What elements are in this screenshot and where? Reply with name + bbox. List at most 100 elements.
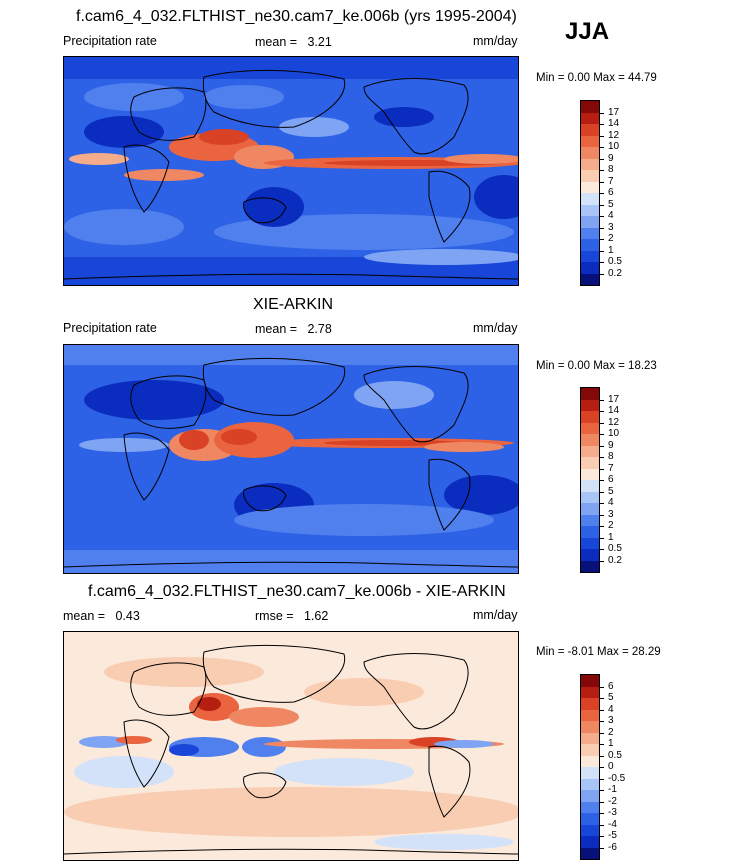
colorbar-level-label: -1 bbox=[608, 784, 617, 795]
colorbar-tick bbox=[600, 170, 604, 171]
colorbar-level-label: -5 bbox=[608, 830, 617, 841]
colorbar-segment bbox=[581, 216, 599, 228]
colorbar-segment bbox=[581, 503, 599, 515]
colorbar-level-label: 14 bbox=[608, 405, 620, 416]
colorbar-segment bbox=[581, 526, 599, 538]
panel3-rmse-value: 1.62 bbox=[303, 609, 329, 623]
colorbar-level-label: 2 bbox=[608, 233, 614, 244]
colorbar-tick bbox=[600, 457, 604, 458]
colorbar-level-label: 9 bbox=[608, 152, 614, 164]
colorbar-tick bbox=[600, 112, 604, 114]
colorbar-tick bbox=[600, 411, 604, 412]
colorbar-tick bbox=[600, 744, 604, 745]
colorbar-tick bbox=[600, 560, 604, 562]
colorbar-segment bbox=[581, 399, 599, 411]
colorbar-segment bbox=[581, 514, 599, 526]
colorbar-level-label: 7 bbox=[608, 462, 614, 474]
panel1-map-canvas bbox=[64, 57, 518, 285]
colorbar-segment bbox=[581, 101, 599, 113]
colorbar-level-label: 2 bbox=[608, 520, 614, 531]
colorbar-tick bbox=[600, 227, 604, 229]
colorbar-level-label: 17 bbox=[608, 106, 620, 118]
colorbar-level-label: 6 bbox=[608, 680, 614, 692]
colorbar-tick bbox=[600, 836, 604, 837]
colorbar-tick bbox=[600, 250, 604, 252]
colorbar-tick bbox=[600, 273, 604, 275]
colorbar-tick bbox=[600, 824, 604, 826]
panel1-mean-label: mean = 3.21 bbox=[255, 35, 332, 49]
colorbar-level-label: 17 bbox=[608, 393, 620, 405]
colorbar-level-label: 3 bbox=[608, 508, 614, 520]
panel1-minmax: Min = 0.00 Max = 44.79 bbox=[536, 72, 657, 84]
colorbar-segment bbox=[581, 227, 599, 239]
colorbar-segment bbox=[581, 422, 599, 434]
colorbar-segment bbox=[581, 434, 599, 446]
colorbar-tick bbox=[600, 755, 604, 757]
panel3-map bbox=[63, 631, 519, 861]
colorbar-level-label: 6 bbox=[608, 474, 614, 485]
panel2-units: mm/day bbox=[473, 321, 518, 335]
panel1-colorbar: 17 14 12 10 9 8 7 6 5 4 3 2 1 0.5 0.2 bbox=[580, 100, 622, 286]
colorbar-tick bbox=[600, 767, 604, 768]
colorbar-segment bbox=[581, 549, 599, 561]
colorbar-tick bbox=[600, 813, 604, 814]
colorbar-level-label: 4 bbox=[608, 497, 614, 508]
colorbar-segment bbox=[581, 445, 599, 457]
colorbar-tick bbox=[600, 847, 604, 849]
panel1-mean-value: 3.21 bbox=[307, 35, 332, 49]
colorbar-level-label: 10 bbox=[608, 141, 620, 152]
colorbar-level-label: 0.5 bbox=[608, 256, 622, 267]
colorbar-level-label: 10 bbox=[608, 428, 620, 439]
colorbar-tick bbox=[600, 181, 604, 183]
panel1-variable-label: Precipitation rate bbox=[63, 34, 157, 48]
panel2-mean-value: 2.78 bbox=[307, 322, 332, 336]
colorbar-level-label: 4 bbox=[608, 210, 614, 221]
panel2-minmax: Min = 0.00 Max = 18.23 bbox=[536, 360, 657, 372]
colorbar-box bbox=[580, 100, 600, 286]
colorbar-segment bbox=[581, 250, 599, 262]
panel2-map bbox=[63, 344, 519, 574]
colorbar-level-label: 12 bbox=[608, 129, 620, 141]
colorbar-segment bbox=[581, 193, 599, 205]
colorbar-segment bbox=[581, 411, 599, 423]
colorbar-segment bbox=[581, 813, 599, 825]
colorbar-segment bbox=[581, 790, 599, 802]
colorbar-tick bbox=[600, 239, 604, 240]
panel3-rmse-label: rmse = 1.62 bbox=[255, 609, 329, 623]
colorbar-segment bbox=[581, 801, 599, 813]
colorbar-tick bbox=[600, 434, 604, 435]
colorbar-segment bbox=[581, 158, 599, 170]
colorbar-segment bbox=[581, 721, 599, 733]
colorbar-level-label: 0.2 bbox=[608, 267, 622, 279]
colorbar-level-label: 1 bbox=[608, 531, 614, 543]
colorbar-segment bbox=[581, 273, 599, 285]
colorbar-segment bbox=[581, 239, 599, 251]
season-label: JJA bbox=[565, 18, 610, 45]
colorbar-level-label: 0.2 bbox=[608, 554, 622, 566]
colorbar-tick bbox=[600, 480, 604, 481]
colorbar-tick bbox=[600, 491, 604, 493]
panel3-units: mm/day bbox=[473, 608, 518, 622]
colorbar-segment bbox=[581, 124, 599, 136]
colorbar-level-label: 3 bbox=[608, 221, 614, 233]
panel2-mean-label: mean = 2.78 bbox=[255, 322, 332, 336]
colorbar-level-label: 5 bbox=[608, 198, 614, 210]
colorbar-segment bbox=[581, 767, 599, 779]
colorbar-level-label: 7 bbox=[608, 175, 614, 187]
colorbar-tick bbox=[600, 135, 604, 137]
colorbar-level-label: 3 bbox=[608, 715, 614, 726]
colorbar-tick bbox=[600, 790, 604, 791]
colorbar-tick bbox=[600, 399, 604, 401]
colorbar-tick bbox=[600, 445, 604, 447]
colorbar-box bbox=[580, 387, 600, 573]
colorbar-segment bbox=[581, 732, 599, 744]
colorbar-level-label: -3 bbox=[608, 807, 617, 818]
colorbar-tick bbox=[600, 204, 604, 206]
colorbar-segment bbox=[581, 147, 599, 159]
panel2-map-canvas bbox=[64, 345, 518, 573]
colorbar-level-label: 0.5 bbox=[608, 749, 622, 761]
colorbar-tick bbox=[600, 514, 604, 516]
colorbar-level-label: 6 bbox=[608, 187, 614, 198]
colorbar-segment bbox=[581, 755, 599, 767]
colorbar-tick bbox=[600, 124, 604, 125]
